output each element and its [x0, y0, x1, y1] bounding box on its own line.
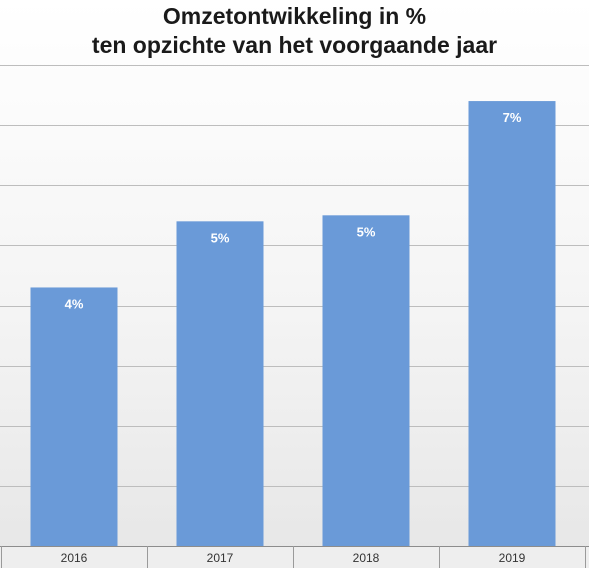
bar: [322, 215, 410, 546]
data-label: 5%: [357, 224, 376, 239]
x-tick-label: 2017: [207, 551, 234, 565]
bar: [30, 287, 118, 546]
chart-title: Omzetontwikkeling in % ten opzichte van …: [0, 2, 589, 60]
bar: [176, 221, 264, 546]
bar: [468, 101, 556, 546]
x-tick-label: 2019: [499, 551, 526, 565]
x-tick-label: 2016: [61, 551, 88, 565]
data-label: 7%: [503, 110, 522, 125]
chart-title-line-2: ten opzichte van het voorgaande jaar: [91, 32, 498, 58]
data-label: 5%: [211, 230, 230, 245]
chart-title-line-1: Omzetontwikkeling in %: [162, 3, 427, 29]
x-tick-label: 2018: [353, 551, 380, 565]
data-label: 4%: [65, 296, 84, 311]
